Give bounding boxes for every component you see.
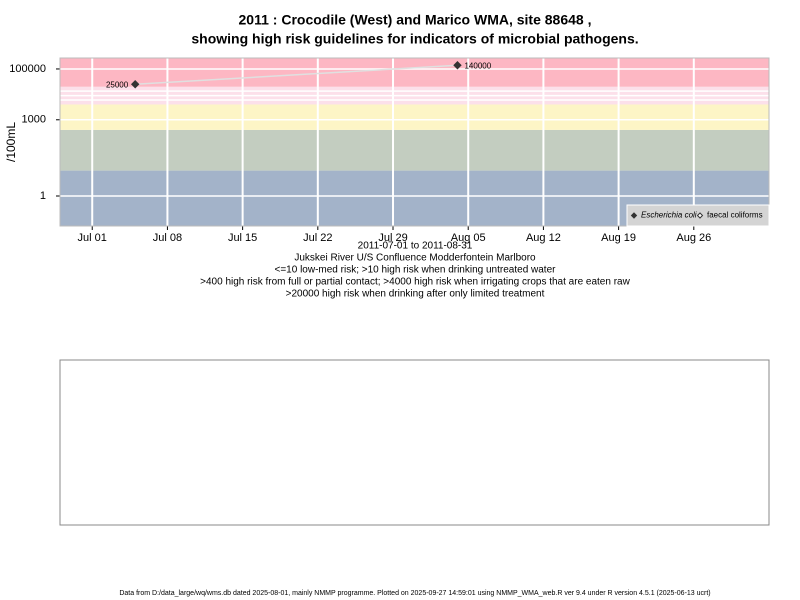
legend-label: faecal coliforms [707,211,763,220]
y-tick-label: 1000 [22,114,46,126]
chart-title: 2011 : Crocodile (West) and Marico WMA, … [239,12,592,28]
legend-marker [696,212,704,219]
risk-band [60,104,769,130]
y-tick-label: 1 [40,190,46,202]
plot-frame [59,57,770,227]
legend-marker [630,212,638,219]
x-tick-label: Jul 01 [78,232,107,244]
note: 2011-07-01 to 2011-08-31 [358,241,473,252]
empty-panel [59,359,770,526]
footer: Data from D:/data_large/wq/wms.db dated … [119,590,710,597]
x-tick-label: Aug 19 [601,232,636,244]
legend-label: Escherichia coli [641,211,697,220]
note: Jukskei River U/S Confluence Modderfonte… [294,253,536,264]
x-tick-label: Jul 22 [303,232,332,244]
y-tick-label: 100000 [9,63,46,75]
note: >20000 high risk when drinking after onl… [286,289,545,300]
chart-subtitle: showing high risk guidelines for indicat… [191,31,638,47]
series-line [135,64,458,86]
data-label: 140000 [464,61,491,70]
x-tick-label: Jul 08 [153,232,182,244]
x-tick-label: Aug 26 [676,232,711,244]
x-tick-label: Aug 12 [526,232,561,244]
data-point [130,80,140,89]
x-tick-label: Aug 05 [451,232,486,244]
risk-band [60,129,769,171]
note: <=10 low-med risk; >10 high risk when dr… [275,265,557,276]
data-point [453,61,462,70]
x-tick-label: Jul 29 [378,232,407,244]
x-tick-label: Jul 15 [228,232,257,244]
note: >400 high risk from full or partial cont… [200,277,630,288]
data-label: 25000 [106,80,129,89]
y-axis-label: /100mL [4,122,18,162]
